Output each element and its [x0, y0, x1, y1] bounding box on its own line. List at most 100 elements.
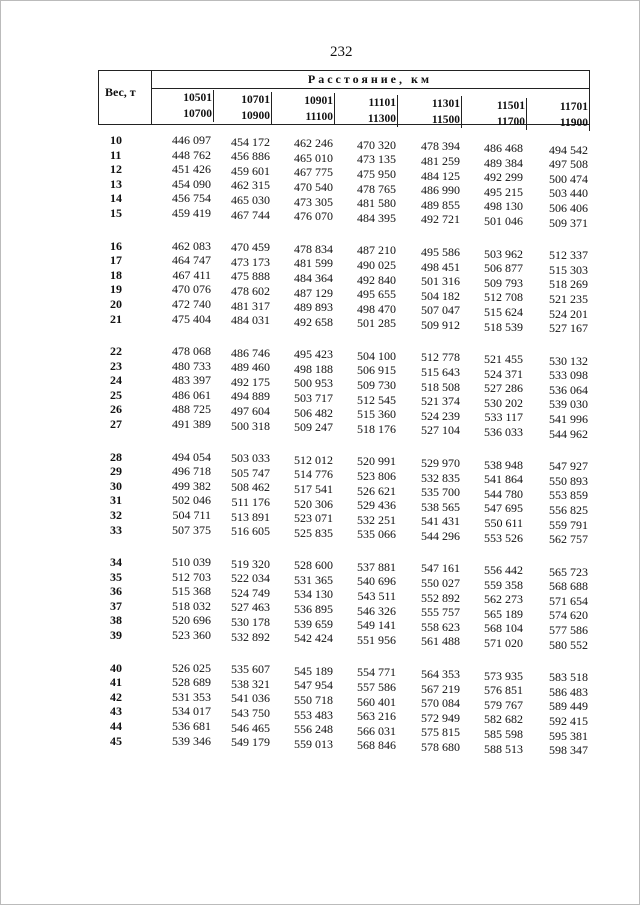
value-cell: 539 659 — [294, 616, 333, 631]
value-cell: 456 754 — [172, 191, 211, 206]
weight-cell: 19 — [110, 282, 122, 297]
value-cell: 536 895 — [294, 602, 333, 616]
value-cell: 506 915 — [357, 363, 396, 378]
value-cell: 502 046 — [172, 493, 211, 508]
weight-cell: 13 — [110, 176, 122, 191]
value-cell: 534 017 — [172, 704, 211, 719]
value-cell: 553 483 — [294, 707, 333, 722]
value-cell: 462 083 — [172, 238, 211, 253]
value-cell: 559 358 — [484, 577, 523, 592]
weight-cell: 40 — [110, 660, 122, 675]
value-cell: 459 601 — [231, 163, 270, 178]
value-cell: 564 353 — [421, 666, 460, 681]
value-cell: 527 286 — [484, 381, 523, 396]
value-cell: 566 031 — [357, 723, 396, 738]
weight-cell: 25 — [110, 387, 122, 402]
value-cell: 503 440 — [549, 186, 588, 201]
weight-cell: 36 — [110, 584, 122, 599]
value-cell: 475 888 — [231, 269, 270, 284]
weight-cell: 31 — [110, 493, 122, 508]
value-cell: 540 696 — [357, 574, 396, 589]
value-cell: 521 374 — [421, 394, 460, 409]
value-cell: 541 996 — [549, 412, 588, 426]
value-cell: 523 806 — [357, 468, 396, 483]
value-cell: 478 068 — [172, 344, 211, 358]
value-cell: 513 891 — [231, 509, 270, 524]
value-cell: 541 036 — [231, 691, 270, 706]
value-cell: 527 167 — [549, 321, 588, 336]
value-cell: 552 892 — [421, 590, 460, 605]
weight-cell: 42 — [110, 689, 122, 704]
value-cell: 494 889 — [231, 389, 270, 404]
weight-cell: 15 — [110, 206, 122, 220]
weight-cell: 28 — [110, 449, 122, 464]
value-cell: 546 326 — [357, 603, 396, 618]
value-cell: 503 717 — [294, 391, 333, 405]
value-cell: 547 695 — [484, 501, 523, 516]
value-cell: 576 851 — [484, 683, 523, 698]
value-cell: 530 202 — [484, 395, 523, 410]
value-cell: 480 733 — [172, 358, 211, 373]
value-cell: 500 953 — [294, 376, 333, 391]
value-cell: 535 066 — [357, 527, 396, 542]
value-cell: 454 090 — [172, 176, 211, 191]
value-cell: 521 455 — [484, 352, 523, 366]
value-cell: 568 846 — [357, 738, 396, 753]
value-cell: 494 054 — [172, 449, 211, 464]
value-cell: 515 643 — [421, 365, 460, 379]
value-cell: 559 013 — [294, 736, 333, 751]
weight-cell: 12 — [110, 162, 122, 177]
value-cell: 506 406 — [549, 201, 588, 215]
value-cell: 556 442 — [484, 563, 523, 577]
value-cell: 553 859 — [549, 488, 588, 503]
value-cell: 525 835 — [294, 525, 333, 540]
value-cell: 559 791 — [549, 517, 588, 532]
value-cell: 536 064 — [549, 382, 588, 397]
value-cell: 560 401 — [357, 694, 396, 709]
value-cell: 498 451 — [421, 259, 460, 274]
value-cell: 528 689 — [172, 675, 211, 690]
weight-cell: 41 — [110, 675, 122, 690]
value-cell: 595 381 — [549, 728, 588, 743]
value-cell: 556 248 — [294, 722, 333, 737]
value-cell: 504 182 — [421, 288, 460, 303]
value-cell: 478 834 — [294, 241, 333, 256]
value-cell: 570 084 — [421, 696, 460, 711]
value-cell: 495 586 — [421, 244, 460, 259]
value-cell: 589 449 — [549, 699, 588, 714]
value-cell: 518 032 — [172, 598, 211, 613]
value-cell: 532 835 — [421, 470, 460, 485]
value-cell: 495 423 — [294, 347, 333, 362]
value-cell: 470 459 — [231, 240, 270, 255]
value-cell: 577 586 — [549, 623, 588, 637]
value-cell: 467 775 — [294, 165, 333, 180]
value-cell: 539 030 — [549, 397, 588, 412]
value-cell: 484 364 — [294, 270, 333, 285]
value-cell: 470 540 — [294, 180, 333, 194]
value-cell: 547 161 — [421, 561, 460, 576]
value-cell: 475 404 — [172, 311, 211, 326]
value-cell: 561 488 — [421, 634, 460, 649]
value-cell: 512 778 — [421, 350, 460, 365]
value-cell: 592 415 — [549, 713, 588, 728]
value-cell: 478 394 — [421, 139, 460, 154]
value-cell: 508 462 — [231, 480, 270, 495]
value-cell: 484 125 — [421, 168, 460, 183]
value-cell: 541 431 — [421, 514, 460, 529]
value-cell: 532 251 — [357, 512, 396, 527]
value-cell: 456 886 — [231, 149, 270, 164]
value-cell: 481 580 — [357, 196, 396, 211]
weight-cell: 11 — [110, 147, 122, 162]
weight-cell: 35 — [110, 569, 122, 584]
distance-range-header: 10901 11100 — [273, 93, 335, 125]
value-cell: 558 623 — [421, 619, 460, 634]
distance-range-header: 10501 10700 — [151, 90, 214, 122]
value-cell: 486 746 — [231, 345, 270, 360]
value-cell: 451 426 — [172, 162, 211, 177]
weight-cell: 39 — [110, 628, 122, 642]
weight-cell: 14 — [110, 191, 122, 206]
value-cell: 524 201 — [549, 306, 588, 321]
weight-cell: 27 — [110, 417, 122, 431]
value-cell: 492 840 — [357, 272, 396, 287]
value-cell: 534 130 — [294, 587, 333, 602]
